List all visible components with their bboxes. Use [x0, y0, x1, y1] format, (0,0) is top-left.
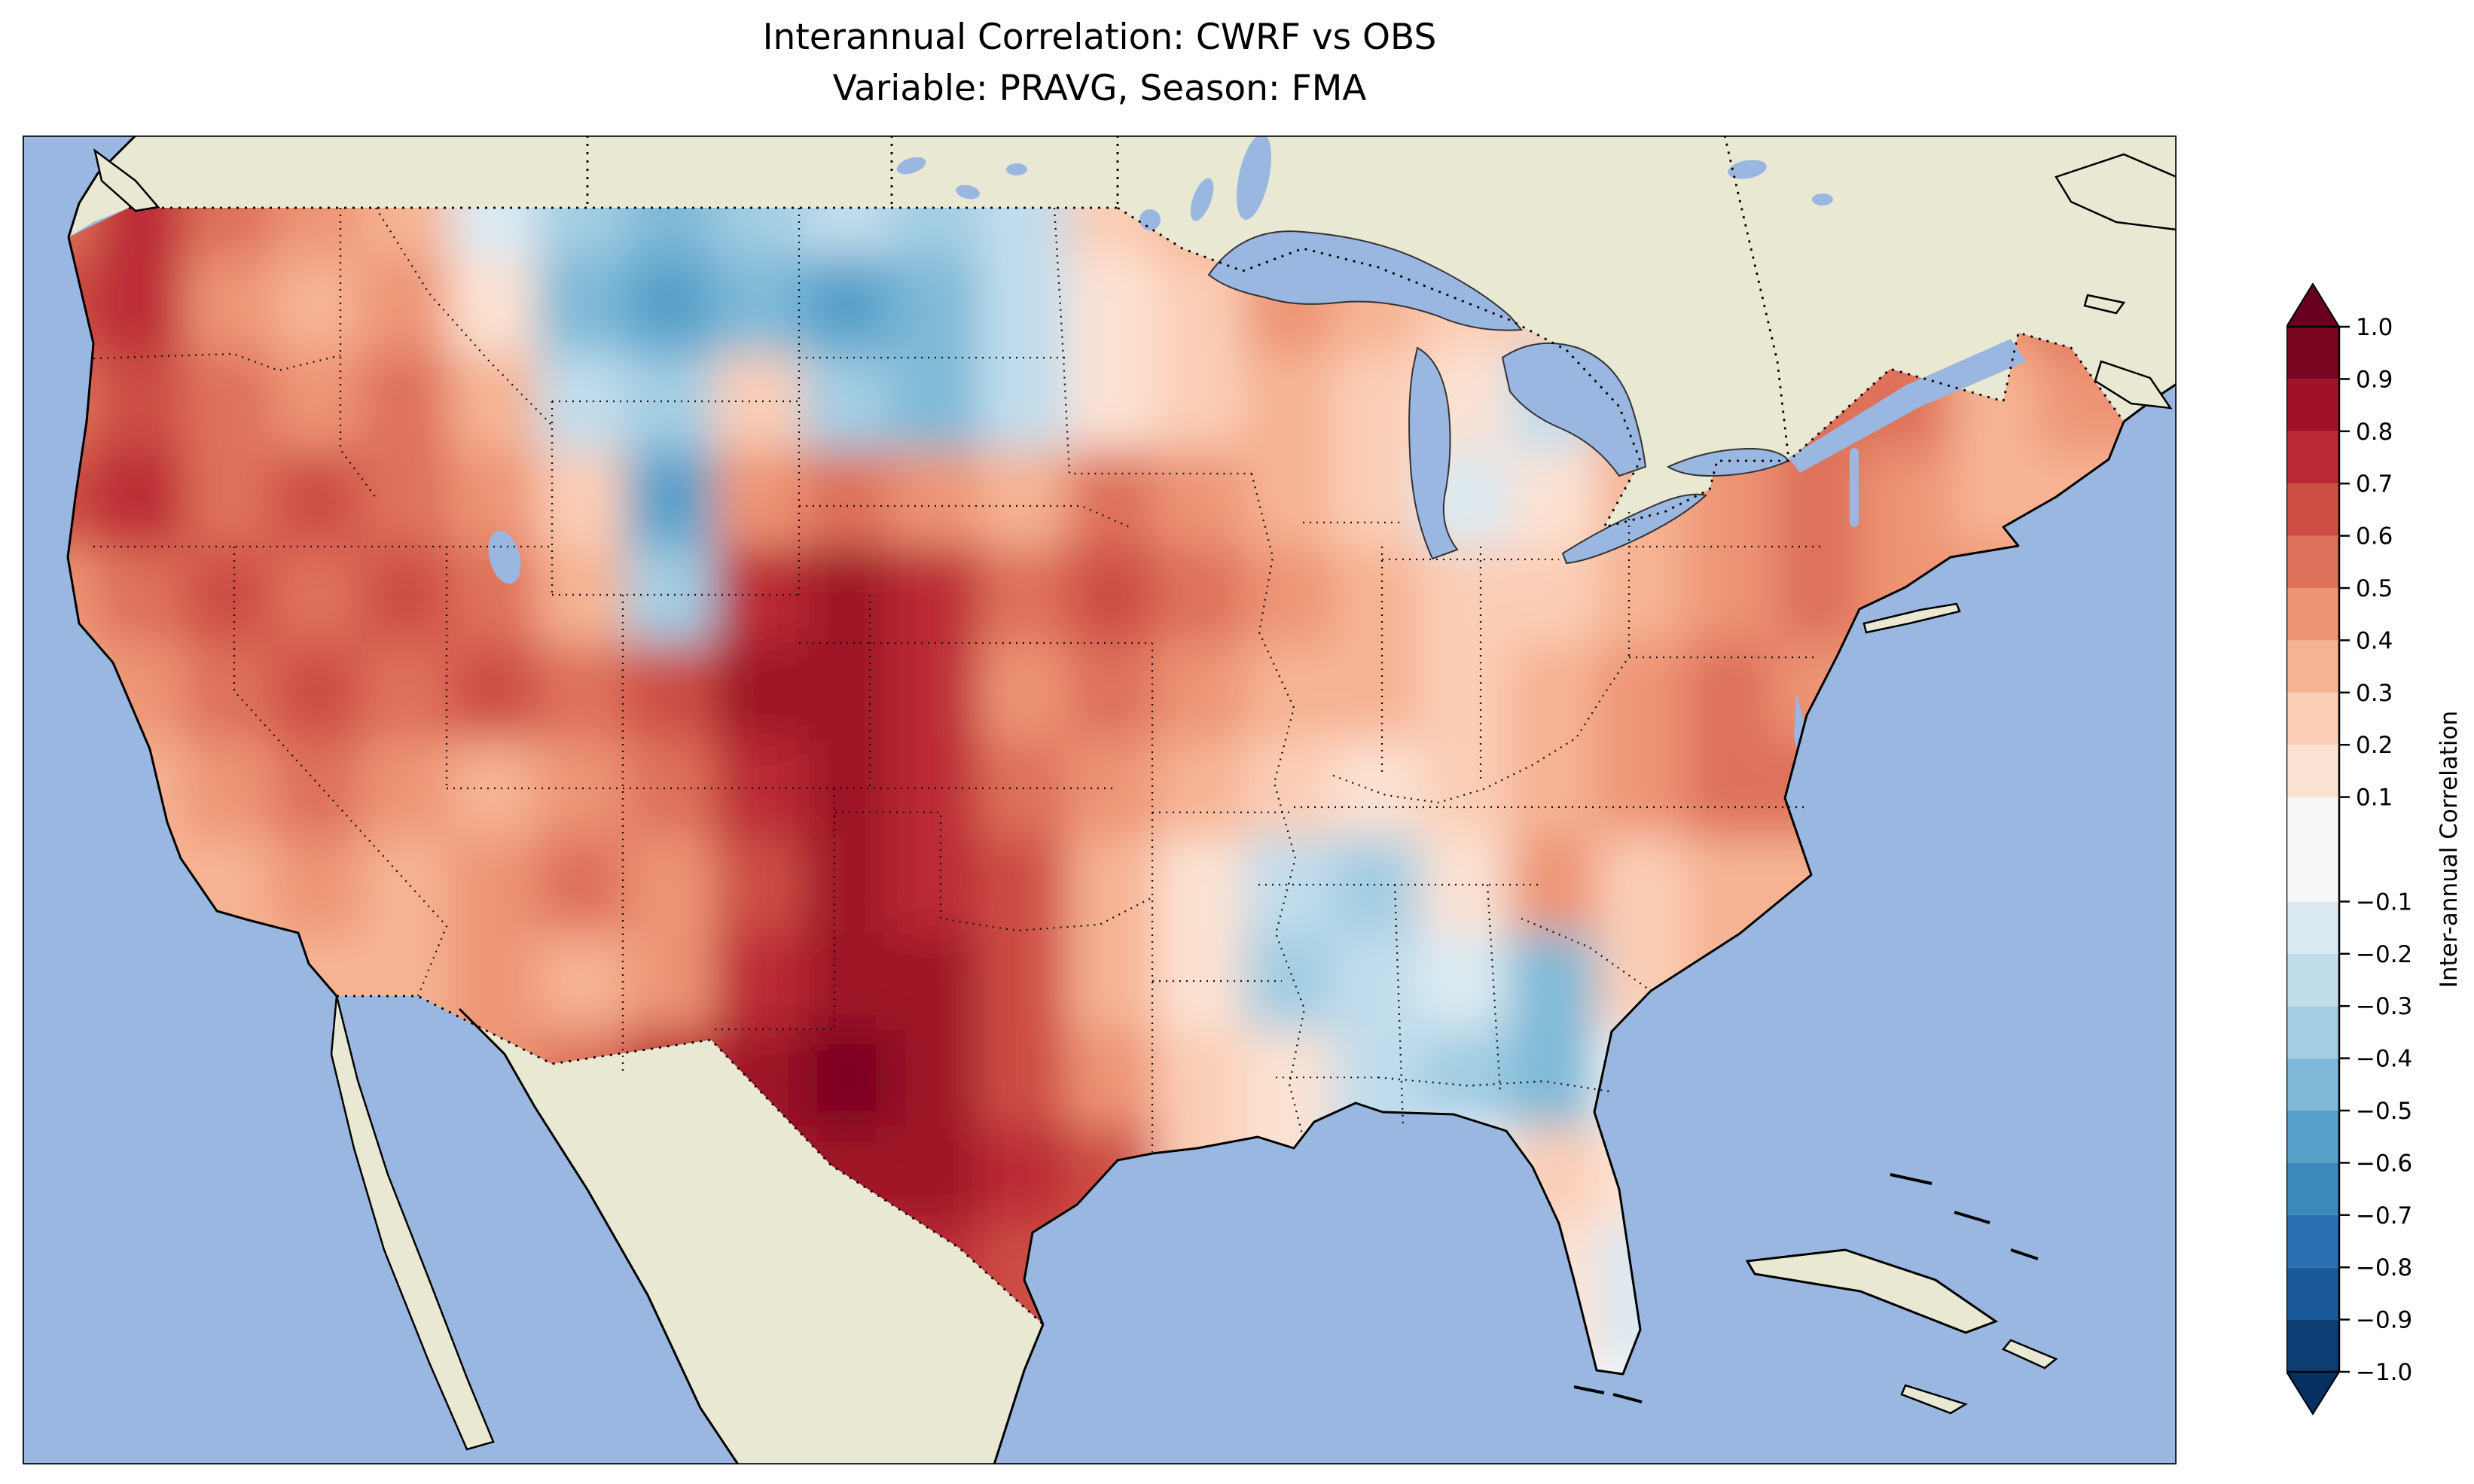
colorbar-segment	[2286, 1163, 2339, 1214]
colorbar-tick-label: 0.7	[2356, 471, 2393, 498]
colorbar-segment	[2286, 588, 2339, 640]
colorbar-tick-label: 1.0	[2356, 314, 2393, 341]
colorbar-tick-label: 0.2	[2356, 732, 2393, 759]
colorbar-segment	[2286, 901, 2339, 953]
colorbar-segment	[2286, 745, 2339, 797]
colorbar-tick-label: −0.4	[2356, 1046, 2412, 1073]
colorbar-tick-label: −0.8	[2356, 1254, 2412, 1281]
colorbar-segment	[2286, 536, 2339, 588]
colorbar-tick-label: 0.8	[2356, 419, 2393, 446]
title-line-1: Interannual Correlation: CWRF vs OBS	[23, 12, 2177, 63]
colorbar-segment	[2286, 379, 2339, 431]
colorbar-tick-label: 0.4	[2356, 627, 2393, 654]
lake-of-the-woods-icon	[1139, 209, 1161, 230]
colorbar-segment	[2286, 1215, 2339, 1267]
colorbar-tick-label: −1.0	[2356, 1359, 2412, 1386]
lake-champlain-icon	[1850, 448, 1859, 527]
small-lake-icon	[1006, 163, 1027, 175]
colorbar-tick-label: 0.6	[2356, 523, 2393, 550]
colorbar-segment	[2286, 640, 2339, 692]
colorbar-tick-label: −0.7	[2356, 1202, 2412, 1230]
colorbar-segment	[2286, 1059, 2339, 1111]
colorbar-tick-label: 0.9	[2356, 366, 2393, 393]
colorbar-segment	[2286, 431, 2339, 483]
colorbar-svg: 1.0 0.9 0.8 0.7 0.6 0.5 0.4 0.3 0.2 0.1 −0.1 −0.2 −0…	[2286, 283, 2472, 1422]
colorbar-tick-label: 0.1	[2356, 785, 2393, 812]
title-line-2: Variable: PRAVG, Season: FMA	[23, 63, 2177, 114]
colorbar-tick-label: −0.9	[2356, 1307, 2412, 1334]
colorbar-segment	[2286, 1111, 2339, 1163]
colorbar-axis-label: Inter-annual Correlation	[2436, 711, 2463, 988]
colorbar-tick-label: 0.3	[2356, 680, 2393, 707]
colorbar-tick-label: −0.1	[2356, 888, 2412, 916]
small-lake-icon	[1812, 193, 1833, 206]
us-correlation-map	[23, 136, 2177, 1464]
colorbar-segment	[2286, 1267, 2339, 1319]
colorbar-extend-min	[2286, 1372, 2339, 1414]
map-axes	[23, 136, 2177, 1464]
colorbar: 1.0 0.9 0.8 0.7 0.6 0.5 0.4 0.3 0.2 0.1 −0.1 −0.2 −0…	[2286, 283, 2472, 1422]
colorbar-segment	[2286, 954, 2339, 1006]
colorbar-tick-label: −0.2	[2356, 941, 2412, 968]
figure-title: Interannual Correlation: CWRF vs OBS Var…	[23, 12, 2177, 114]
colorbar-segment	[2286, 483, 2339, 535]
colorbar-tick-label: −0.3	[2356, 993, 2412, 1020]
colorbar-tick-label: −0.5	[2356, 1098, 2412, 1125]
colorbar-segment	[2286, 1320, 2339, 1372]
colorbar-tick-label: −0.6	[2356, 1150, 2412, 1177]
colorbar-segment	[2286, 693, 2339, 745]
colorbar-segment	[2286, 1006, 2339, 1058]
figure: Interannual Correlation: CWRF vs OBS Var…	[0, 0, 2474, 1484]
colorbar-tick-label: 0.5	[2356, 575, 2393, 602]
colorbar-segment	[2286, 797, 2339, 902]
colorbar-segment	[2286, 327, 2339, 379]
colorbar-extend-max	[2286, 284, 2339, 327]
